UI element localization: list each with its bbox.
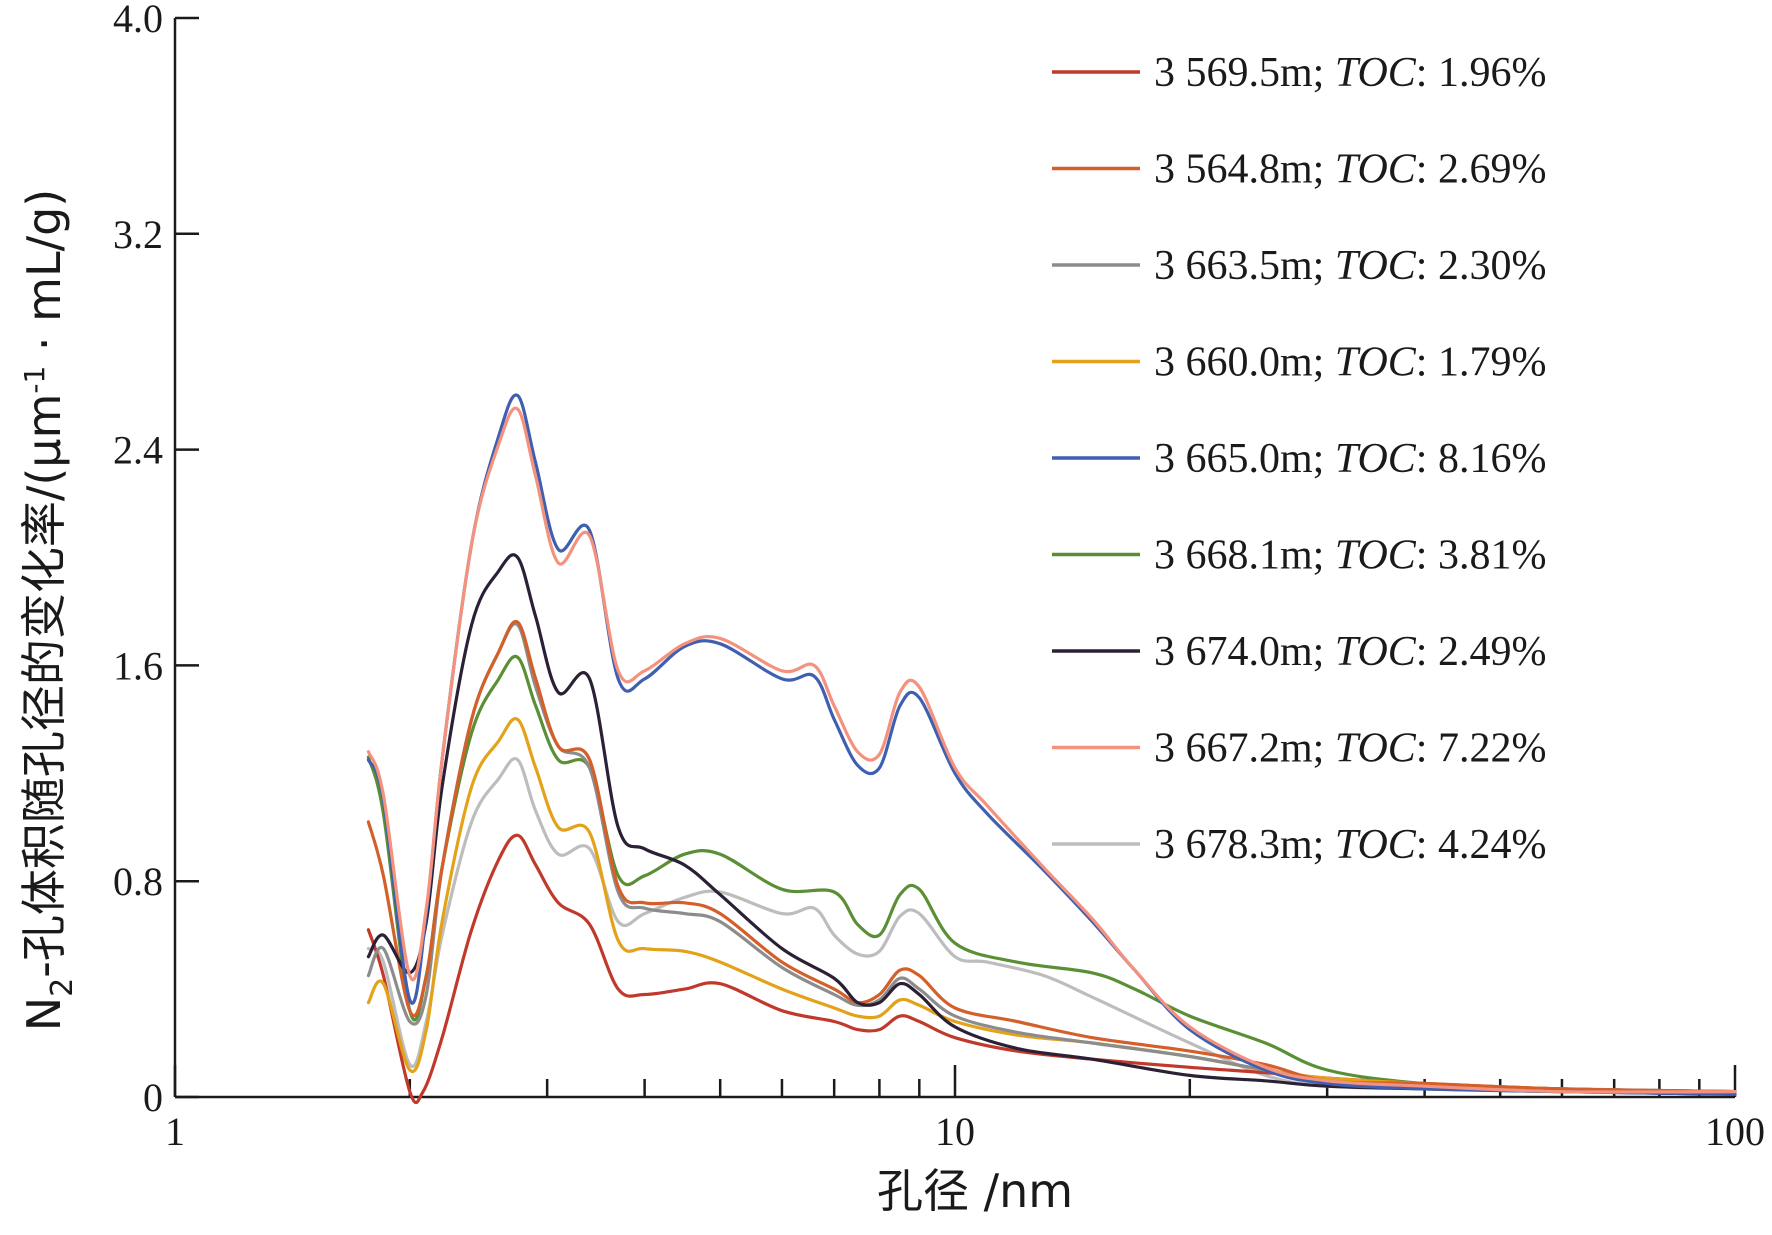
legend-depth: 3 674.0m; bbox=[1154, 629, 1335, 675]
legend-depth: 3 667.2m; bbox=[1154, 726, 1335, 772]
legend-depth: 3 678.3m; bbox=[1154, 822, 1335, 868]
legend-toc-label: TOC bbox=[1335, 50, 1417, 96]
legend-toc-value: : 2.69% bbox=[1416, 147, 1547, 193]
legend-depth: 3 668.1m; bbox=[1154, 533, 1335, 579]
legend-label-6: 3 668.1m; TOC: 3.81% bbox=[1154, 533, 1546, 579]
series-line-4 bbox=[366, 716, 1737, 1094]
legend-label-5: 3 665.0m; TOC: 8.16% bbox=[1154, 436, 1546, 482]
legend-label-1: 3 569.5m; TOC: 1.96% bbox=[1154, 50, 1546, 96]
legend-toc-label: TOC bbox=[1335, 822, 1417, 868]
series-line-1 bbox=[366, 833, 1737, 1105]
legend-toc-value: : 8.16% bbox=[1416, 436, 1547, 482]
legend-toc-label: TOC bbox=[1335, 436, 1417, 482]
legend-toc-value: : 3.81% bbox=[1416, 533, 1547, 579]
y-axis-label-end: · mL/g) bbox=[17, 189, 71, 366]
legend-toc-value: : 1.79% bbox=[1416, 340, 1547, 386]
y-tick-label: 3.2 bbox=[113, 212, 163, 257]
y-axis-label-main: N bbox=[17, 997, 71, 1031]
x-tick-label: 100 bbox=[1705, 1109, 1765, 1154]
series-line-8 bbox=[366, 406, 1737, 1094]
series-layer bbox=[366, 393, 1737, 1105]
legend-label-3: 3 663.5m; TOC: 2.30% bbox=[1154, 243, 1546, 289]
y-tick-label: 4.0 bbox=[113, 0, 163, 41]
legend-depth: 3 564.8m; bbox=[1154, 147, 1335, 193]
y-tick-label: 0.8 bbox=[113, 859, 163, 904]
y-axis-label-rest: -孔体积随孔径的变化率/(μm bbox=[17, 394, 71, 978]
y-tick-label: 1.6 bbox=[113, 643, 163, 688]
series-line-9 bbox=[366, 757, 1737, 1096]
y-axis-label-sup: -1 bbox=[18, 366, 51, 394]
x-tick-label: 10 bbox=[935, 1109, 975, 1154]
legend-label-4: 3 660.0m; TOC: 1.79% bbox=[1154, 340, 1546, 386]
legend-toc-label: TOC bbox=[1335, 340, 1417, 386]
series-line-7 bbox=[366, 553, 1737, 1096]
legend-toc-label: TOC bbox=[1335, 629, 1417, 675]
legend-depth: 3 665.0m; bbox=[1154, 436, 1335, 482]
legend-label-2: 3 564.8m; TOC: 2.69% bbox=[1154, 147, 1546, 193]
legend-toc-value: : 2.30% bbox=[1416, 243, 1547, 289]
legend-toc-value: : 7.22% bbox=[1416, 726, 1547, 772]
x-tick-label: 1 bbox=[165, 1109, 185, 1154]
legend-toc-label: TOC bbox=[1335, 726, 1417, 772]
legend-toc-label: TOC bbox=[1335, 147, 1417, 193]
y-axis-label-sub: 2 bbox=[45, 978, 80, 997]
legend: 3 569.5m; TOC: 1.96%3 564.8m; TOC: 2.69%… bbox=[1052, 50, 1546, 868]
legend-toc-value: : 2.49% bbox=[1416, 629, 1547, 675]
legend-label-7: 3 674.0m; TOC: 2.49% bbox=[1154, 629, 1546, 675]
y-tick-label: 0 bbox=[143, 1075, 163, 1120]
legend-toc-value: : 4.24% bbox=[1416, 822, 1547, 868]
legend-depth: 3 569.5m; bbox=[1154, 50, 1335, 96]
legend-depth: 3 663.5m; bbox=[1154, 243, 1335, 289]
x-axis-label: 孔径 /nm bbox=[877, 1164, 1073, 1218]
legend-label-9: 3 678.3m; TOC: 4.24% bbox=[1154, 822, 1546, 868]
legend-toc-label: TOC bbox=[1335, 243, 1417, 289]
legend-toc-label: TOC bbox=[1335, 533, 1417, 579]
legend-depth: 3 660.0m; bbox=[1154, 340, 1335, 386]
legend-label-8: 3 667.2m; TOC: 7.22% bbox=[1154, 726, 1546, 772]
y-axis-label: N2-孔体积随孔径的变化率/(μm-1 · mL/g) bbox=[17, 189, 80, 1032]
y-tick-label: 2.4 bbox=[113, 428, 163, 473]
axes: 0 0.8 1.6 2.4 3.2 4.0 1 10 100 bbox=[113, 0, 1765, 1154]
legend-toc-value: : 1.96% bbox=[1416, 50, 1547, 96]
